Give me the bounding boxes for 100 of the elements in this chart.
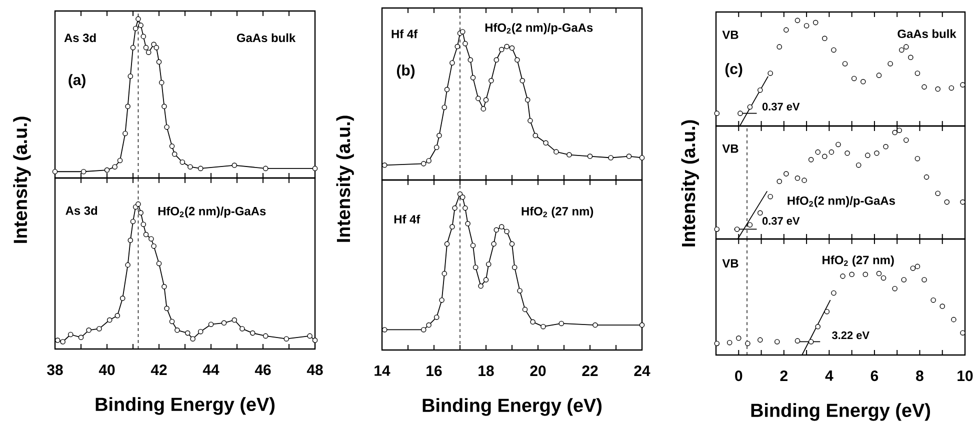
y-axis-title: Intensity (a.u.) [13,116,31,243]
point [960,82,966,88]
point [221,320,227,326]
x-tick-label: 4 [825,370,834,381]
annotation: GaAs bulk [898,29,956,38]
point [904,137,909,143]
point [509,45,515,51]
point [143,232,149,238]
point [465,220,470,226]
point [132,26,138,32]
point [898,47,904,53]
annotation: HfO$_{2}$(2 nm)/p-GaAs [788,196,895,208]
point [794,338,800,344]
point [924,174,930,180]
point [174,327,180,333]
x-tick-label: 40 [98,364,115,376]
point [747,222,753,228]
point [758,87,763,93]
point [517,288,522,294]
point [822,36,828,41]
point [468,57,474,62]
point [822,154,828,159]
point [908,54,914,60]
point [312,338,318,343]
point [262,333,268,339]
x-tick-label: 14 [374,365,390,376]
point [512,264,518,270]
point [180,159,186,165]
point [208,322,214,327]
x-tick-label: 6 [870,370,878,382]
point [888,60,893,66]
point [815,149,821,155]
point [138,210,144,216]
x-tick-label: 24 [634,365,650,376]
point [454,44,460,50]
point [808,156,814,162]
point [862,272,868,277]
point [450,60,455,66]
point [462,205,468,211]
point [892,130,898,136]
point [639,322,645,328]
x-tick-label: 8 [916,370,924,382]
point [488,78,494,84]
point [470,242,476,248]
point [944,199,950,205]
y-axis-title: Intensity (a.u.) [336,116,354,242]
x-tick-label: 0 [735,370,742,382]
point [758,337,763,342]
annotation: GaAs bulk [236,33,296,42]
point [714,340,720,346]
point [86,327,92,333]
point [849,272,854,277]
annotation: HfO$_{2}$(2 nm)/p-GaAs [158,206,266,218]
point [504,44,510,50]
point [910,265,916,271]
point [842,60,848,66]
annotation: (a) [68,74,86,88]
point [172,151,178,157]
point [120,296,126,301]
point [768,194,773,200]
point [426,322,432,328]
point [146,50,152,55]
point [232,162,238,168]
point [948,85,954,91]
point [540,324,546,330]
point [460,194,466,200]
point [528,118,533,124]
annotation: (b) [396,64,415,79]
point [80,168,86,174]
point [112,164,118,170]
point [162,104,167,109]
x-tick-label: 20 [530,365,546,376]
point [162,284,167,290]
point [930,297,936,303]
point [558,320,564,326]
point [164,124,170,130]
point [494,227,500,232]
point [874,150,880,156]
point [940,304,946,309]
point [543,140,548,146]
point [747,104,753,110]
annotation: 3.22 eV [832,331,870,340]
point [608,155,614,160]
point [442,104,448,110]
point [486,261,492,267]
point [914,70,920,76]
point [136,16,141,22]
point [935,190,940,196]
point [122,130,128,136]
point [439,297,444,303]
point [509,241,515,246]
point [60,339,66,344]
point [794,175,800,181]
point [312,166,318,172]
point [514,57,520,62]
point [128,238,134,243]
point [726,340,732,346]
point [476,96,481,101]
point [922,277,927,282]
point [148,236,154,242]
